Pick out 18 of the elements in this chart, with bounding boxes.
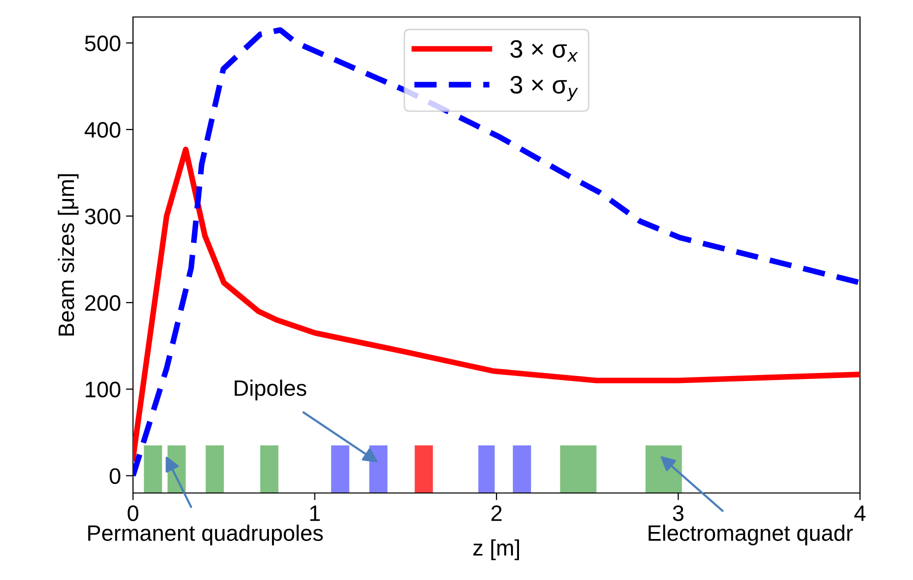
text: Electromagnet quadr (648, 524, 853, 546)
x-tick-label: 2 (491, 505, 502, 521)
annotation: Permanent quadrupoles (88, 524, 323, 546)
x-tick-label: 4 (854, 506, 866, 521)
y-tick-label: 400 (84, 122, 120, 138)
legend-label: 3 × σ$_{x}$ (510, 40, 578, 62)
y-tick-label: 300 (84, 208, 120, 224)
x-axis-title: z [m] (473, 539, 519, 560)
y-axis-title: Beam sizes [μm] (58, 174, 79, 336)
y-tick-label: 500 (85, 36, 120, 52)
x-tick-label: 3 (672, 505, 684, 522)
y-tick-label: 200 (85, 295, 120, 311)
legend-label: 3 × σ$_{y}$ (510, 76, 578, 102)
x-tick-label: 0 (128, 505, 138, 522)
annotation: Dipoles (234, 380, 306, 400)
y-tick-label: 0 (110, 468, 120, 484)
y-tick-label: 100 (86, 382, 120, 398)
x-tick-label: 1 (310, 506, 320, 521)
